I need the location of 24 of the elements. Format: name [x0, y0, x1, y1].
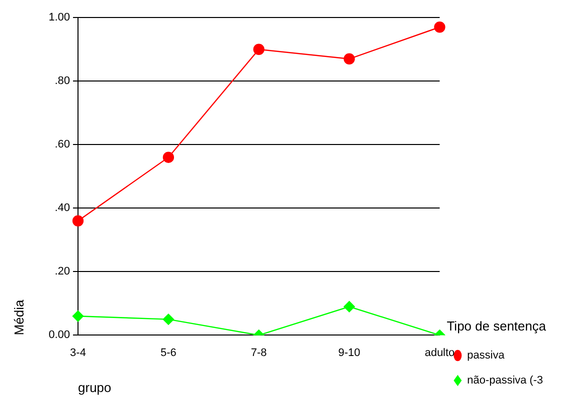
- x-tick-label: 5-6: [160, 346, 176, 359]
- x-tick-label: 3-4: [70, 346, 86, 359]
- point: [72, 215, 84, 226]
- y-tick-label: .20: [54, 266, 70, 278]
- y-tick-label: .80: [54, 75, 70, 88]
- point: [162, 314, 174, 325]
- x-tick-label: 9-10: [338, 346, 360, 359]
- point: [344, 301, 355, 312]
- point: [434, 22, 446, 33]
- y-tick-label: 1.00: [48, 12, 70, 24]
- point: [72, 310, 84, 322]
- x-tick-label: adulto: [424, 346, 455, 359]
- legend-label: não-passiva (-3: [467, 374, 544, 387]
- legend-label: passiva: [467, 350, 506, 362]
- y-tick-label: .60: [54, 138, 70, 151]
- legend-title: Tipo de sentença: [446, 318, 547, 334]
- y-tick-label: .40: [54, 202, 70, 214]
- point: [253, 44, 264, 55]
- y-tick-label: 0.00: [48, 329, 70, 342]
- point: [162, 152, 174, 163]
- point: [344, 53, 355, 64]
- x-tick-label: 7-8: [250, 346, 267, 359]
- y-axis-title: Média: [11, 299, 26, 336]
- x-axis-title: grupo: [78, 380, 112, 395]
